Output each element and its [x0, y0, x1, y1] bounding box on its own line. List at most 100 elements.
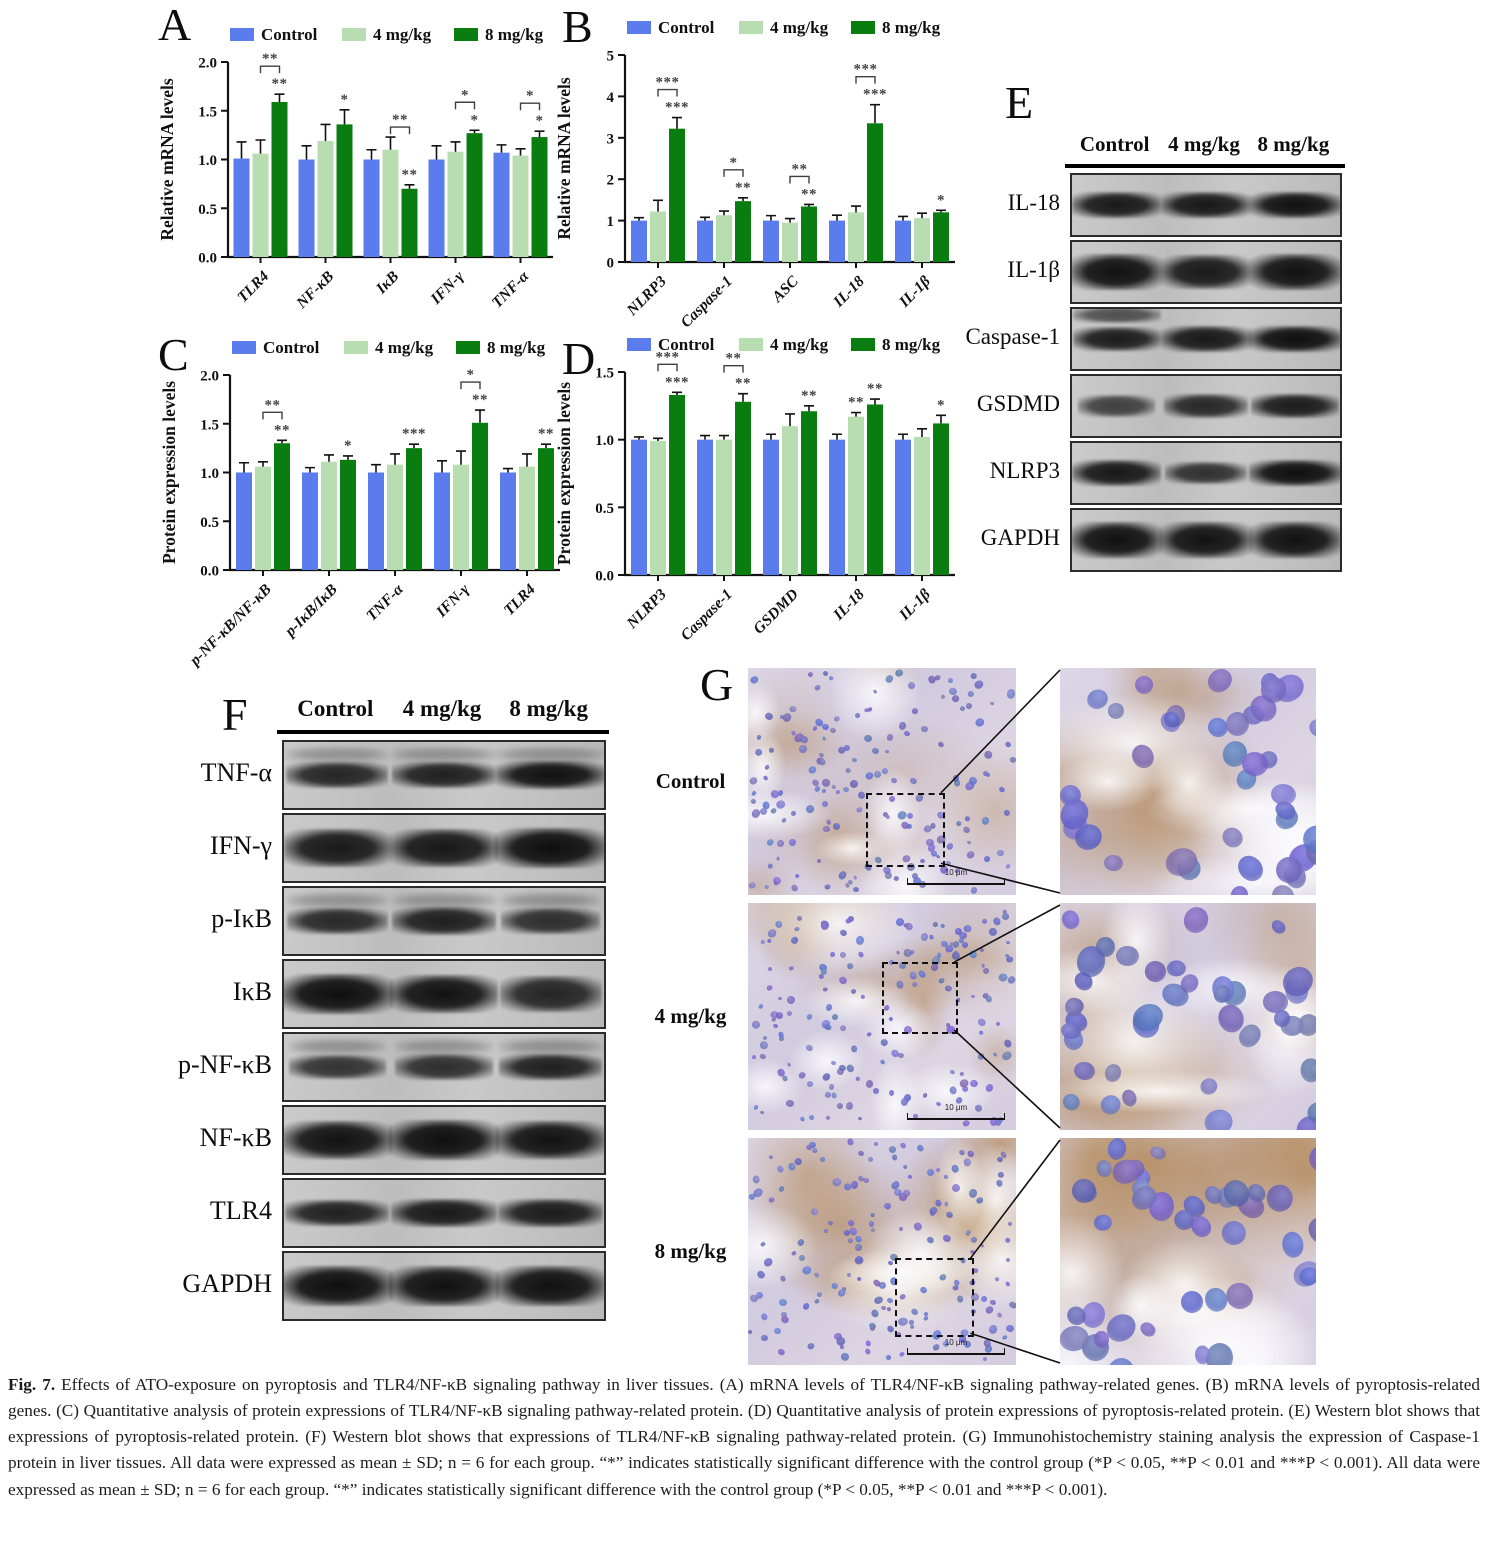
cell-nucleus	[993, 1276, 1000, 1282]
y-axis-title: Protein expression levels	[159, 381, 179, 564]
cell-nucleus	[806, 1013, 814, 1021]
cell-nucleus	[966, 689, 975, 698]
bar	[538, 448, 554, 570]
bar	[669, 128, 685, 262]
blot-band	[286, 907, 388, 934]
blot-band	[284, 974, 393, 1014]
significance-bracket	[723, 364, 744, 373]
cell-nucleus	[925, 1236, 935, 1245]
category-label: TNF-α	[489, 268, 533, 312]
blot-band	[495, 828, 604, 868]
blot-protein-label: GSDMD	[976, 391, 1060, 416]
y-tick-label: 1	[607, 214, 615, 230]
cell-nucleus	[916, 1143, 925, 1153]
blot-strip	[282, 1178, 606, 1248]
cell-nucleus	[750, 1019, 762, 1031]
panel-a-letter: A	[158, 0, 192, 50]
blot-band	[1072, 192, 1162, 218]
legend-swatch	[739, 21, 763, 34]
cell-nucleus	[1308, 1145, 1316, 1174]
significance-stars: **	[801, 388, 817, 404]
error-bar	[719, 210, 729, 216]
significance-bracket	[855, 75, 876, 84]
cell-nucleus	[1179, 903, 1212, 937]
significance-stars: **	[402, 167, 418, 183]
cell-nucleus	[886, 1296, 895, 1305]
error-bar	[456, 450, 466, 465]
error-bar	[898, 215, 908, 221]
cell-nucleus	[751, 790, 758, 797]
bar	[236, 472, 252, 570]
category-label: NF-κB	[293, 268, 338, 313]
category-label: GSDMD	[750, 586, 802, 638]
blot-band	[1078, 395, 1156, 417]
significance-stars: *	[937, 397, 945, 413]
cell-nucleus	[776, 1164, 785, 1174]
cell-nucleus	[964, 815, 970, 821]
cell-nucleus	[960, 940, 969, 950]
bar	[933, 423, 949, 575]
category-label: NLRP3	[623, 273, 670, 320]
cell-nucleus	[997, 849, 1005, 857]
legend-label: Control	[658, 335, 715, 354]
blot-band	[496, 1120, 604, 1160]
y-axis-title: Protein expression levels	[554, 382, 574, 565]
bar	[650, 441, 666, 575]
significance-stars: *	[536, 113, 544, 129]
cell-nucleus	[850, 988, 857, 995]
cell-nucleus	[799, 734, 809, 745]
blot-strip	[282, 886, 606, 956]
y-tick-label: 5	[607, 49, 615, 65]
bar	[801, 206, 817, 262]
legend-swatch	[454, 28, 478, 41]
cell-nucleus	[821, 788, 826, 793]
significance-stars: **	[392, 112, 408, 128]
cell-nucleus	[810, 1208, 819, 1216]
blot-band	[1249, 522, 1340, 558]
ihc-inset-box	[865, 792, 945, 868]
cell-nucleus	[790, 935, 800, 946]
blot-protein-label: NF-κB	[199, 1123, 272, 1152]
cell-nucleus	[1097, 1091, 1125, 1119]
cell-nucleus	[948, 1069, 955, 1075]
error-bar	[719, 434, 729, 440]
error-bar	[870, 103, 880, 124]
cell-nucleus	[797, 1071, 807, 1081]
error-bar	[339, 108, 350, 125]
bar	[650, 211, 666, 262]
panel-c-chart: C 0.0 0.5 1.0 1.5 2.0 Protein expression leve…	[145, 330, 575, 730]
cell-nucleus	[786, 1061, 791, 1067]
blot-smear	[394, 1039, 494, 1054]
cell-nucleus	[825, 819, 831, 826]
cell-nucleus	[866, 1031, 873, 1039]
category-label: Caspase-1	[678, 273, 736, 331]
blot-strip	[282, 740, 606, 810]
cell-nucleus	[748, 775, 760, 787]
cell-nucleus	[1178, 1289, 1205, 1316]
legend-label: 8 mg/kg	[882, 18, 941, 37]
cell-nucleus	[1102, 1062, 1124, 1085]
blot-strip	[1070, 173, 1342, 237]
cell-nucleus	[788, 838, 797, 847]
blot-band	[390, 1199, 498, 1227]
error-bar	[236, 141, 247, 159]
cell-nucleus	[934, 1198, 943, 1208]
cell-nucleus	[868, 1220, 875, 1228]
cell-nucleus	[789, 705, 797, 713]
ihc-row-label: 8 mg/kg	[654, 1239, 727, 1263]
y-tick-label: 3	[607, 131, 615, 147]
cell-nucleus	[857, 950, 865, 959]
panel-c-letter: C	[158, 329, 189, 380]
cell-nucleus	[845, 1101, 854, 1110]
cell-nucleus	[1193, 1345, 1211, 1365]
panel-d-chart: D 0.0 0.5 1.0 1.5 Protein expression levels C…	[540, 330, 970, 730]
cell-nucleus	[975, 1196, 985, 1205]
cell-nucleus	[970, 1236, 979, 1245]
y-tick-label: 1.0	[595, 433, 614, 449]
error-bar	[766, 433, 776, 440]
legend-label: 8 mg/kg	[487, 338, 546, 357]
cell-nucleus	[920, 725, 928, 733]
legend-label: Control	[261, 25, 318, 44]
cell-nucleus	[968, 948, 979, 960]
cell-nucleus	[756, 734, 763, 741]
